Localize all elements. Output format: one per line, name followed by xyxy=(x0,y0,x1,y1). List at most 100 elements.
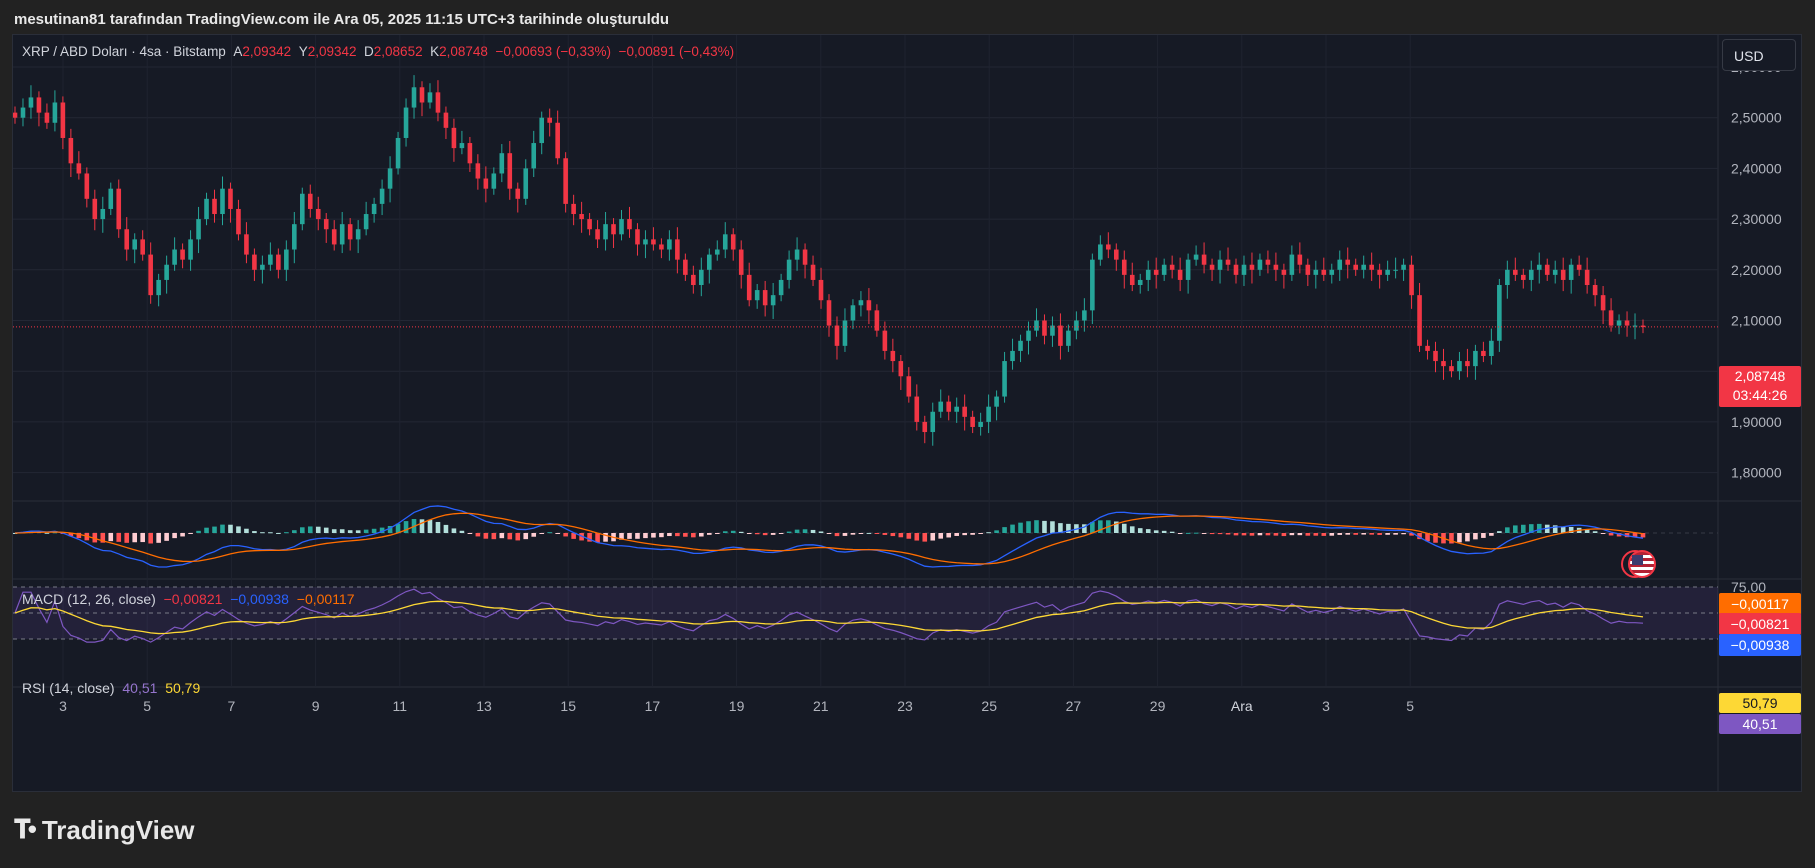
candle-body xyxy=(1505,269,1510,286)
macd-histogram-bar xyxy=(930,533,936,541)
macd-histogram-bar xyxy=(1417,533,1422,540)
candle-body xyxy=(1409,264,1414,296)
macd-histogram-bar xyxy=(667,533,672,537)
macd-histogram-bar xyxy=(363,529,369,533)
macd-histogram-bar xyxy=(1528,524,1534,533)
current-price: 2,08748 xyxy=(1734,368,1786,384)
tradingview-logo-icon: 𝐓• xyxy=(14,814,37,844)
candle-body xyxy=(276,254,281,270)
macd-histogram-bar xyxy=(1377,533,1382,535)
candle-body xyxy=(1608,310,1614,326)
candle-body xyxy=(978,421,983,427)
macd-histogram-bar xyxy=(738,531,744,533)
macd-histogram-bar xyxy=(1433,533,1438,543)
candle-body xyxy=(1369,264,1374,270)
macd-histogram-bar xyxy=(1305,533,1311,536)
macd-histogram-bar xyxy=(108,533,114,542)
macd-histogram-bar xyxy=(818,531,824,533)
candle-body xyxy=(842,320,848,346)
candle-body xyxy=(1345,259,1351,265)
macd-histogram-bar xyxy=(1201,533,1207,534)
chart-snapshot-caption: mesutinan81 tarafından TradingView.com i… xyxy=(14,11,670,28)
macd-histogram-bar xyxy=(699,533,704,537)
macd-histogram-bar xyxy=(387,525,393,533)
macd-histogram-bar xyxy=(427,519,433,533)
candle-body xyxy=(1074,320,1079,331)
us-flag-icon[interactable] xyxy=(1628,550,1656,578)
candle-body xyxy=(762,290,768,306)
candle-body xyxy=(52,102,58,123)
candle-body xyxy=(244,234,249,255)
macd-histogram-bar xyxy=(834,533,840,537)
candle-body xyxy=(323,219,329,230)
candle-body xyxy=(1497,285,1502,341)
macd-histogram-bar xyxy=(587,533,592,542)
candle-body xyxy=(890,350,896,362)
macd-histogram-bar xyxy=(874,533,880,534)
time-tick-label: 15 xyxy=(560,698,576,714)
macd-histogram-bar xyxy=(619,533,624,540)
time-tick-label: 29 xyxy=(1150,698,1166,714)
candle-body xyxy=(1449,366,1454,372)
candle-body xyxy=(1034,320,1039,331)
chart-canvas[interactable]: 2,600002,500002,400002,300002,200002,100… xyxy=(13,35,1801,791)
candle-body xyxy=(1145,269,1151,280)
time-tick-label: 21 xyxy=(813,698,829,714)
candle-body xyxy=(1592,285,1598,296)
macd-histogram-bar xyxy=(770,533,776,535)
macd-title[interactable]: MACD (12, 26, close) xyxy=(22,591,156,607)
candle-body xyxy=(754,290,760,301)
candle-body xyxy=(611,224,616,235)
chart-frame[interactable]: 2,600002,500002,400002,300002,200002,100… xyxy=(12,34,1802,792)
candle-body xyxy=(140,239,145,255)
macd-histogram-bar xyxy=(164,533,169,541)
macd-legend-hist: −0,00117 xyxy=(296,591,355,607)
macd-histogram-bar xyxy=(1329,533,1335,536)
candle-body xyxy=(252,254,257,270)
candle-body xyxy=(738,249,744,275)
candle-body xyxy=(962,406,967,417)
candle-body xyxy=(619,219,624,235)
macd-histogram-bar xyxy=(1393,533,1398,535)
macd-histogram-bar xyxy=(1568,527,1574,533)
candle-body xyxy=(284,249,289,270)
symbol-legend: XRP / ABD Doları · 4sa · Bitstamp A2,093… xyxy=(22,44,734,59)
candle-body xyxy=(1050,325,1055,336)
macd-histogram-bar xyxy=(299,527,305,533)
candle-body xyxy=(714,249,720,255)
macd-histogram-bar xyxy=(683,533,688,537)
rsi-title[interactable]: RSI (14, close) xyxy=(22,680,115,696)
macd-histogram-bar xyxy=(156,533,161,543)
candle-body xyxy=(156,279,161,296)
symbol-name[interactable]: XRP / ABD Doları · 4sa · Bitstamp xyxy=(22,44,226,59)
macd-histogram-bar xyxy=(1353,533,1359,535)
tradingview-logo: 𝐓• TradingView xyxy=(14,813,195,847)
macd-histogram-bar xyxy=(1449,533,1454,544)
macd-histogram-bar xyxy=(659,533,664,538)
candle-body xyxy=(1121,259,1127,275)
candle-body xyxy=(339,224,345,245)
macd-histogram-bar xyxy=(1113,521,1119,533)
candle-body xyxy=(1425,345,1430,351)
candle-body xyxy=(906,376,912,397)
candle-body xyxy=(148,254,153,296)
candle-countdown: 03:44:26 xyxy=(1732,387,1788,403)
currency-button[interactable]: USD xyxy=(1722,39,1796,71)
candle-body xyxy=(986,406,991,422)
macd-histogram-bar xyxy=(1505,527,1510,533)
candle-body xyxy=(1337,259,1343,270)
macd-histogram-bar xyxy=(467,533,473,534)
macd-histogram-bar xyxy=(722,531,728,533)
price-tick-label: 1,90000 xyxy=(1731,414,1782,430)
macd-histogram-bar xyxy=(1153,530,1159,533)
macd-histogram-bar xyxy=(778,533,784,534)
macd-histogram-bar xyxy=(323,527,329,533)
time-tick-label: 27 xyxy=(1066,698,1082,714)
macd-histogram-bar xyxy=(44,532,50,534)
rsi-legend-value: 40,51 xyxy=(122,680,158,696)
candle-body xyxy=(1058,325,1063,346)
candle-body xyxy=(1297,254,1303,265)
candle-body xyxy=(1513,269,1518,275)
candle-body xyxy=(1193,254,1199,260)
macd-histogram-bar xyxy=(395,523,401,533)
